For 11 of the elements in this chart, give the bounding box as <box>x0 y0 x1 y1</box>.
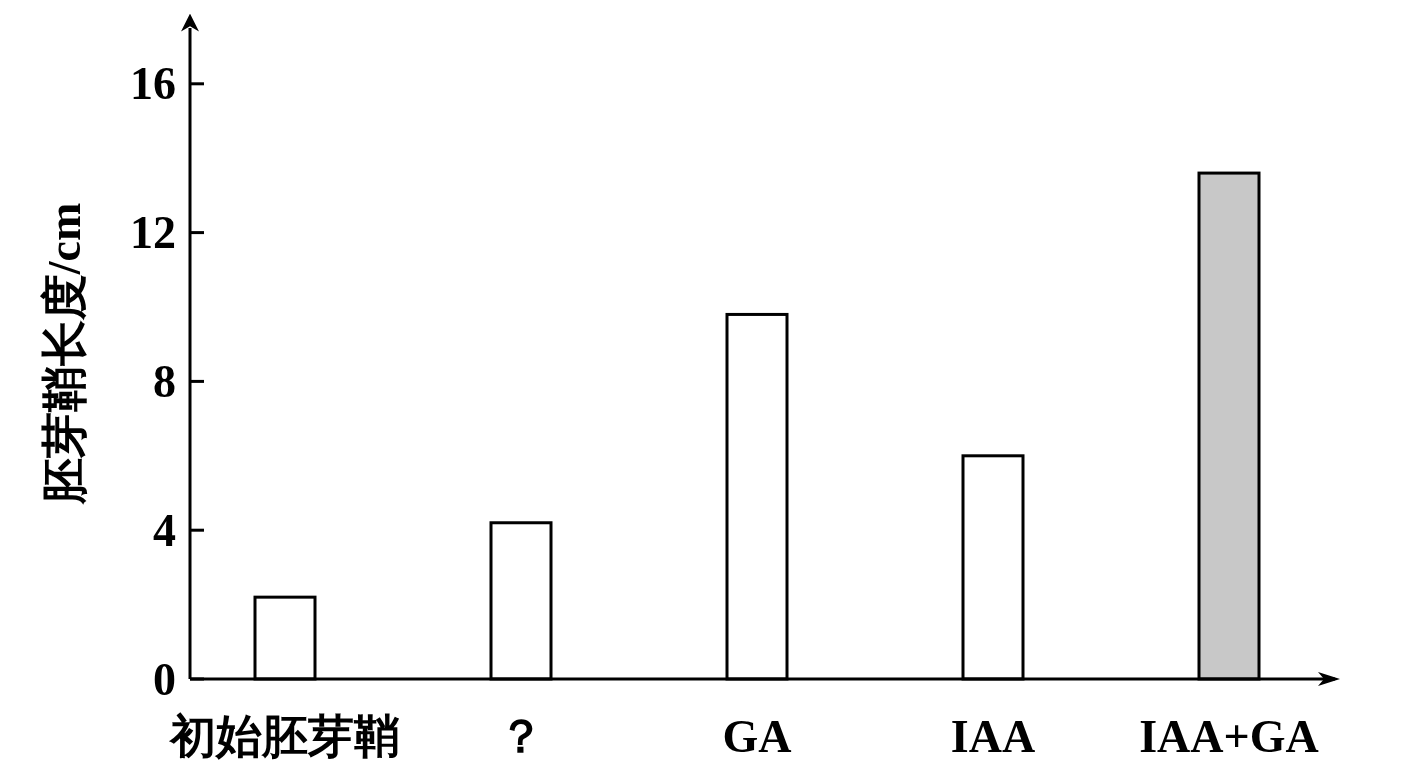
y-tick-label: 12 <box>130 207 176 259</box>
y-tick-label: 16 <box>130 58 176 110</box>
x-tick-label: IAA <box>950 711 1036 762</box>
x-tick-label: IAA+GA <box>1139 711 1319 762</box>
y-tick-label: 8 <box>153 355 176 407</box>
y-axis-title: 胚芽鞘长度/cm <box>39 202 90 506</box>
y-tick-label: 0 <box>153 653 176 705</box>
y-tick-label: 4 <box>153 504 176 556</box>
x-tick-label: 初始胚芽鞘 <box>168 711 400 762</box>
x-tick-label: ？ <box>498 711 544 762</box>
x-tick-label: GA <box>722 711 792 762</box>
